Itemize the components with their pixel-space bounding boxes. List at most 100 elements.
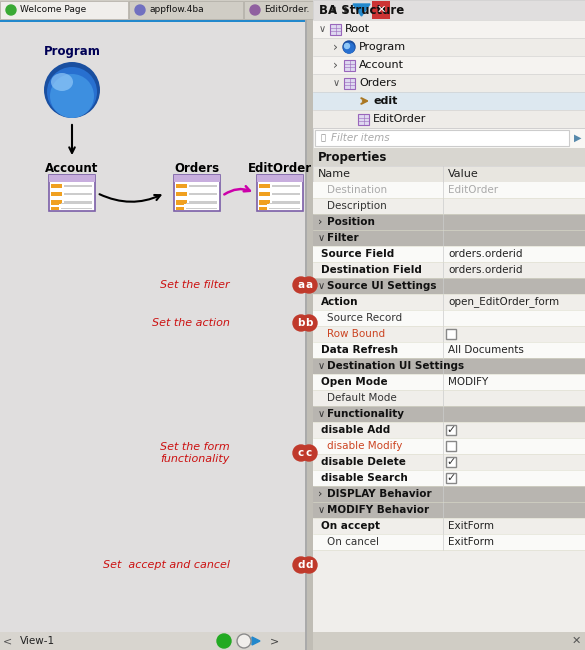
Bar [446,425,456,435]
Bar [259,192,270,196]
Bar [313,294,585,310]
Bar [51,202,59,205]
Bar [313,74,585,92]
Bar [186,207,217,209]
Bar [313,278,585,294]
Text: ∨: ∨ [318,409,325,419]
Bar [176,207,184,210]
Bar [51,207,59,210]
Bar [186,203,217,204]
Text: c: c [298,448,304,458]
Text: Data Refresh: Data Refresh [321,345,398,355]
Text: edit: edit [373,96,397,106]
Bar [344,60,355,71]
Text: Destination: Destination [327,185,387,195]
Bar [51,192,62,196]
Circle shape [6,5,16,15]
Bar [313,56,585,74]
Text: Position: Position [327,217,375,227]
Bar [174,175,220,182]
Bar [272,201,300,203]
Text: Name: Name [318,169,351,179]
Text: ✓: ✓ [446,425,456,435]
Circle shape [301,315,317,331]
Bar [330,24,341,35]
Bar [0,20,305,632]
Bar [129,1,243,19]
Circle shape [135,5,145,15]
Bar [257,175,303,211]
Bar [49,175,95,211]
Bar [0,632,305,650]
Text: <: < [4,636,13,646]
Bar [259,202,267,205]
Bar [305,20,313,650]
Text: ExitForm: ExitForm [448,537,494,547]
Circle shape [250,5,260,15]
Text: Source UI Settings: Source UI Settings [327,281,436,291]
Text: Orders: Orders [359,78,397,88]
Text: Open Mode: Open Mode [321,377,388,387]
Circle shape [237,634,251,648]
Bar [446,329,456,339]
Bar [176,202,184,205]
Bar [313,632,585,650]
Bar [61,207,92,209]
Bar [313,374,585,390]
Bar [313,390,585,406]
Text: Account: Account [359,60,404,70]
Circle shape [293,445,309,461]
Text: Description: Description [327,201,387,211]
Text: ›: › [333,58,338,72]
Text: disable Search: disable Search [321,473,408,483]
Text: EditOrder: EditOrder [448,185,498,195]
Text: On accept: On accept [321,521,380,531]
Circle shape [293,557,309,573]
Polygon shape [345,7,348,13]
Bar [176,200,187,204]
Bar [313,198,585,214]
Bar [313,20,585,38]
Circle shape [293,277,309,293]
Bar [446,441,456,451]
Bar [313,262,585,278]
Text: d: d [305,560,313,571]
Bar [313,454,585,470]
Text: ExitForm: ExitForm [448,521,494,531]
Text: Default Mode: Default Mode [327,393,397,403]
Bar [313,128,585,148]
Text: All Documents: All Documents [448,345,524,355]
Text: Filter: Filter [327,233,359,243]
Text: Welcome Page: Welcome Page [20,5,86,14]
Bar [305,20,307,650]
Bar [51,184,62,188]
Bar [313,92,585,110]
Bar [315,130,569,146]
Text: ∨: ∨ [318,505,325,515]
Text: ›: › [318,489,322,499]
Text: ▶: ▶ [573,133,581,143]
Text: EditOrder: EditOrder [373,114,426,124]
Bar [0,1,128,19]
Polygon shape [252,637,260,645]
Bar [272,185,300,187]
Bar [176,192,187,196]
Text: Set the form
functionality: Set the form functionality [160,442,230,464]
Text: BA Structure: BA Structure [319,3,404,16]
Bar [372,1,390,19]
Text: ›: › [333,40,338,53]
Bar [269,207,300,209]
Text: Filter items: Filter items [331,133,390,143]
Bar [0,20,305,22]
Text: Source Field: Source Field [321,249,394,259]
Text: ∨: ∨ [318,361,325,371]
Bar [0,632,305,650]
Bar [313,406,585,422]
Bar [64,185,92,187]
Bar [174,175,220,211]
Text: Program: Program [359,42,406,52]
Text: ✓: ✓ [446,473,456,483]
Bar [313,230,585,246]
Bar [259,200,270,204]
Bar [259,184,270,188]
